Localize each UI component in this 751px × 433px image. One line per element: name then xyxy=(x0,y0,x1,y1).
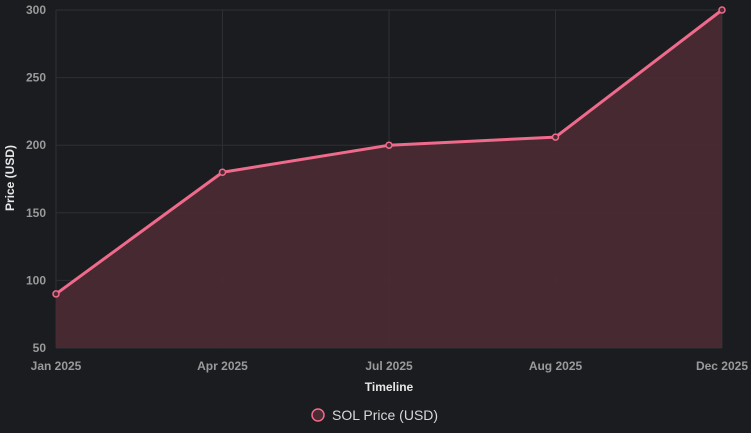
y-tick-label: 250 xyxy=(26,71,46,85)
y-tick-label: 200 xyxy=(26,138,46,152)
y-axis-title: Price (USD) xyxy=(3,145,17,211)
y-axis-ticks: 50 100 150 200 250 300 xyxy=(26,3,46,355)
x-axis-ticks: Jan 2025 Apr 2025 Jul 2025 Aug 2025 Dec 2025 xyxy=(31,359,749,373)
data-point[interactable] xyxy=(385,141,393,149)
x-tick-label: Aug 2025 xyxy=(529,359,583,373)
legend-label: SOL Price (USD) xyxy=(332,407,438,423)
y-tick-label: 50 xyxy=(33,341,47,355)
y-tick-label: 150 xyxy=(26,206,46,220)
area-layer xyxy=(56,10,722,348)
point-layer xyxy=(52,6,726,298)
data-point[interactable] xyxy=(551,133,560,141)
x-tick-label: Apr 2025 xyxy=(197,359,248,373)
legend-swatch xyxy=(311,408,325,422)
legend[interactable]: SOL Price (USD) xyxy=(311,407,438,423)
data-point[interactable] xyxy=(718,6,726,14)
x-tick-label: Jan 2025 xyxy=(31,359,82,373)
y-tick-label: 100 xyxy=(26,273,46,287)
x-axis-title: Timeline xyxy=(365,380,414,394)
x-tick-label: Jul 2025 xyxy=(365,359,413,373)
series-area xyxy=(56,10,722,348)
y-tick-label: 300 xyxy=(26,3,46,17)
x-tick-label: Dec 2025 xyxy=(696,359,748,373)
data-point[interactable] xyxy=(52,290,60,298)
data-point[interactable] xyxy=(218,168,227,176)
